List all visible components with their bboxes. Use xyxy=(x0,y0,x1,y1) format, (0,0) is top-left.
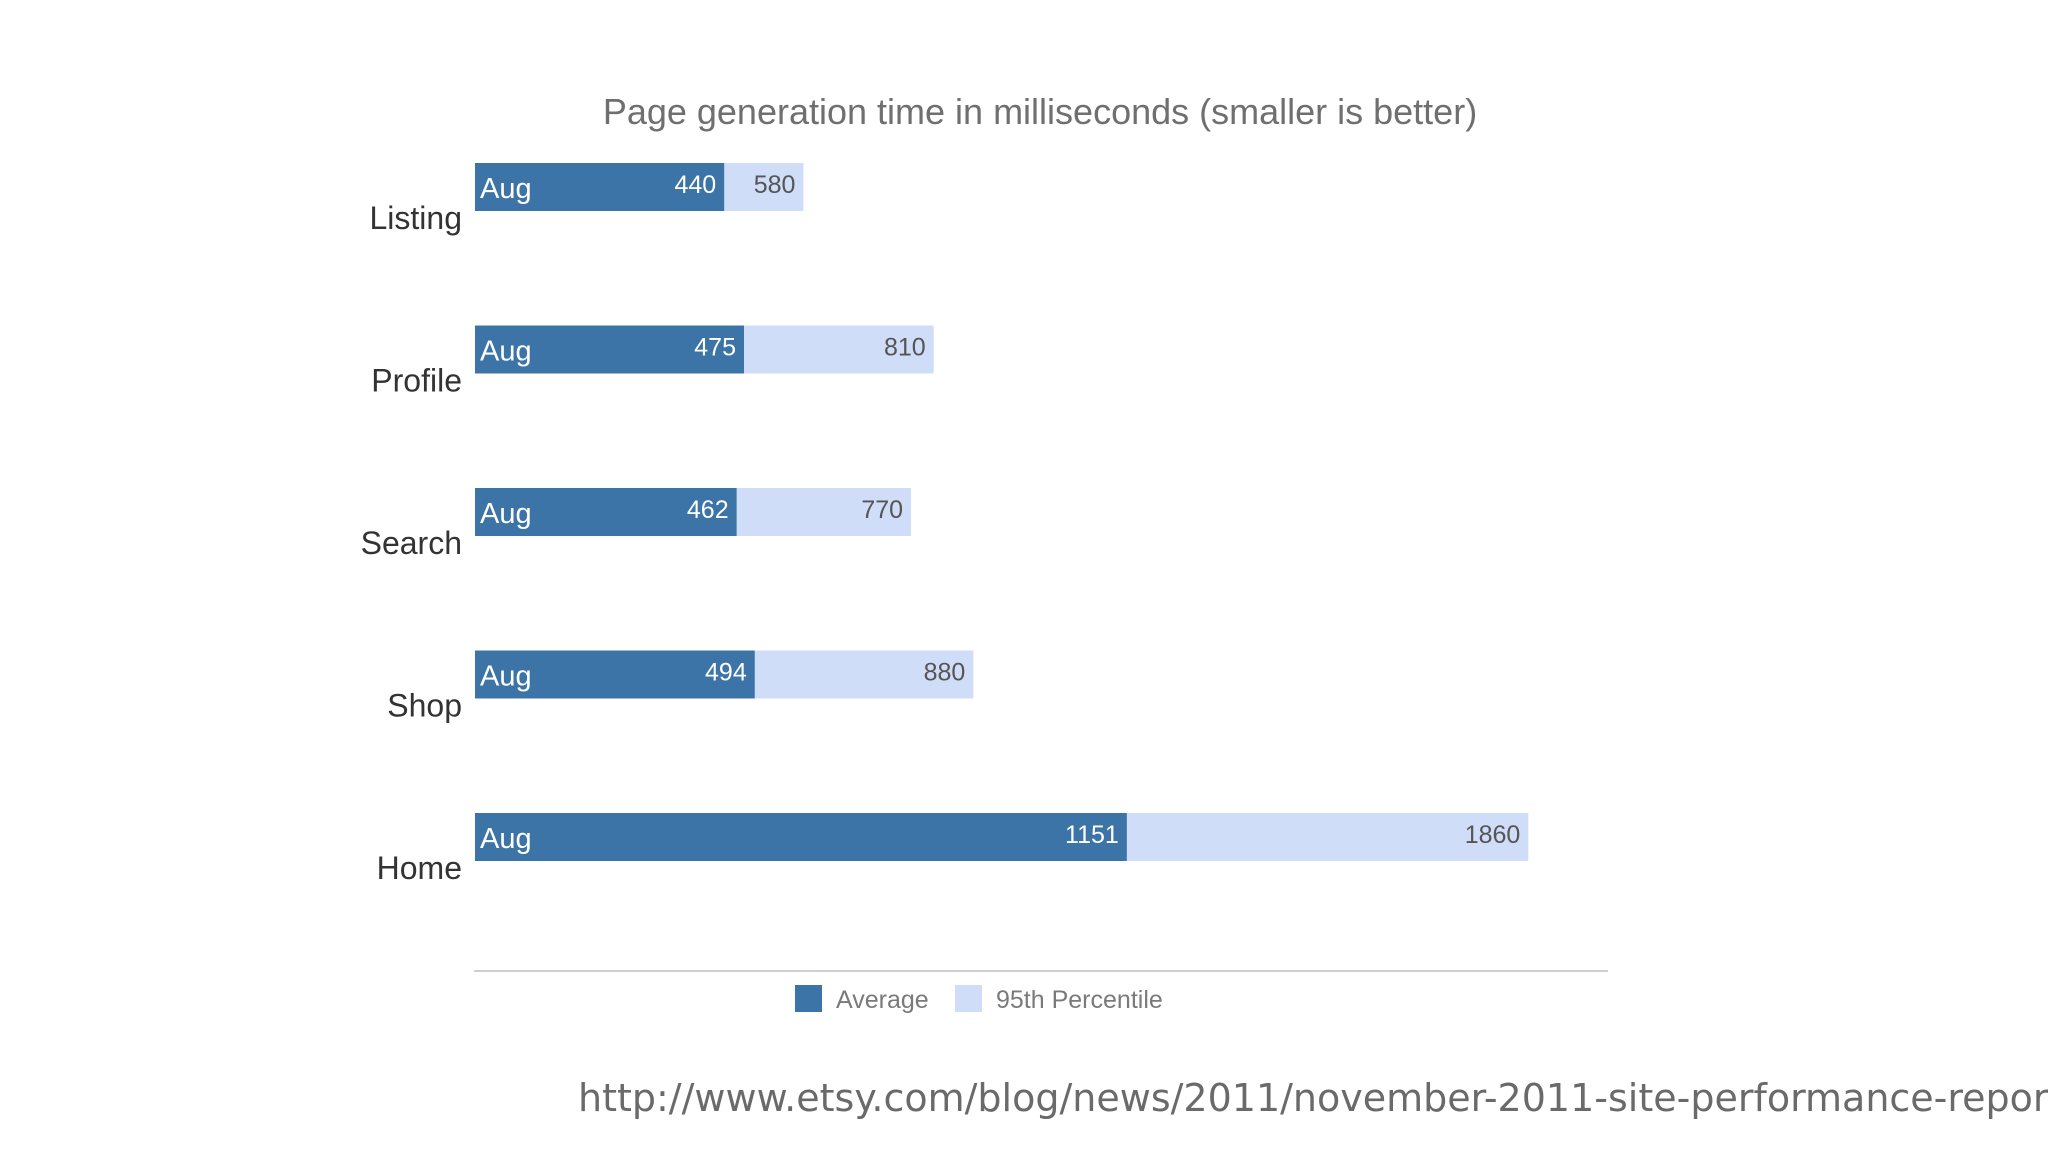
bar-average-profile xyxy=(475,325,744,374)
segment-label-listing: Aug xyxy=(480,173,532,205)
segment-label-search: Aug xyxy=(480,498,532,530)
category-label-listing: Listing xyxy=(370,200,463,236)
segment-label-profile: Aug xyxy=(480,336,532,368)
segment-label-home: Aug xyxy=(480,823,532,855)
legend-swatch-95th-percentile xyxy=(955,985,982,1012)
legend-label-average: Average xyxy=(836,986,929,1014)
bar-average-listing xyxy=(475,163,725,211)
value-label-p95-profile: 810 xyxy=(884,334,926,362)
legend-label-95th-percentile: 95th Percentile xyxy=(996,986,1163,1014)
bar-average-home xyxy=(475,813,1127,861)
value-label-average-profile: 475 xyxy=(694,334,736,362)
source-url: http://www.etsy.com/blog/news/2011/novem… xyxy=(578,1076,2048,1120)
category-label-shop: Shop xyxy=(387,688,462,724)
value-label-p95-shop: 880 xyxy=(924,659,966,687)
category-label-profile: Profile xyxy=(371,363,462,399)
value-label-average-home: 1151 xyxy=(1065,821,1119,849)
category-label-search: Search xyxy=(361,525,462,561)
value-label-p95-search: 770 xyxy=(861,496,903,524)
value-label-p95-home: 1860 xyxy=(1465,821,1521,849)
legend-swatch-average xyxy=(795,985,822,1012)
legend: Average 95th Percentile xyxy=(795,985,1163,1014)
category-label-home: Home xyxy=(377,850,462,886)
value-label-average-search: 462 xyxy=(687,496,729,524)
chart-title: Page generation time in milliseconds (sm… xyxy=(603,91,1477,132)
value-label-p95-listing: 580 xyxy=(754,171,796,199)
bar-average-search xyxy=(475,488,737,536)
bar-average-shop xyxy=(475,650,755,699)
value-label-average-shop: 494 xyxy=(705,659,747,687)
bars-layer: Listing Aug 440 580 Profile Aug 475 810 Search Au… xyxy=(361,163,1529,886)
segment-label-shop: Aug xyxy=(480,661,532,693)
value-label-average-listing: 440 xyxy=(674,171,716,199)
